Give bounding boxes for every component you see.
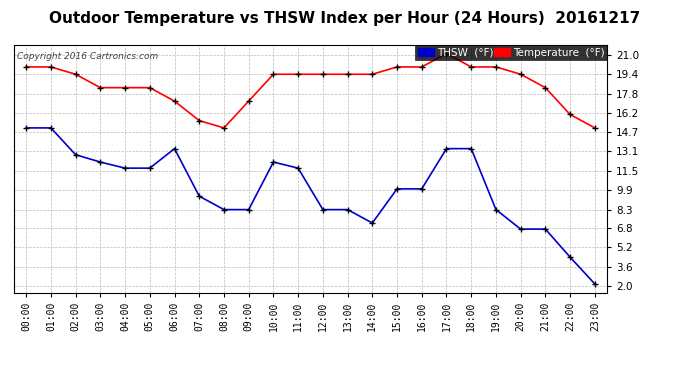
Text: Copyright 2016 Cartronics.com: Copyright 2016 Cartronics.com — [17, 53, 158, 62]
Legend: THSW  (°F), Temperature  (°F): THSW (°F), Temperature (°F) — [415, 45, 607, 60]
Text: Outdoor Temperature vs THSW Index per Hour (24 Hours)  20161217: Outdoor Temperature vs THSW Index per Ho… — [50, 11, 640, 26]
